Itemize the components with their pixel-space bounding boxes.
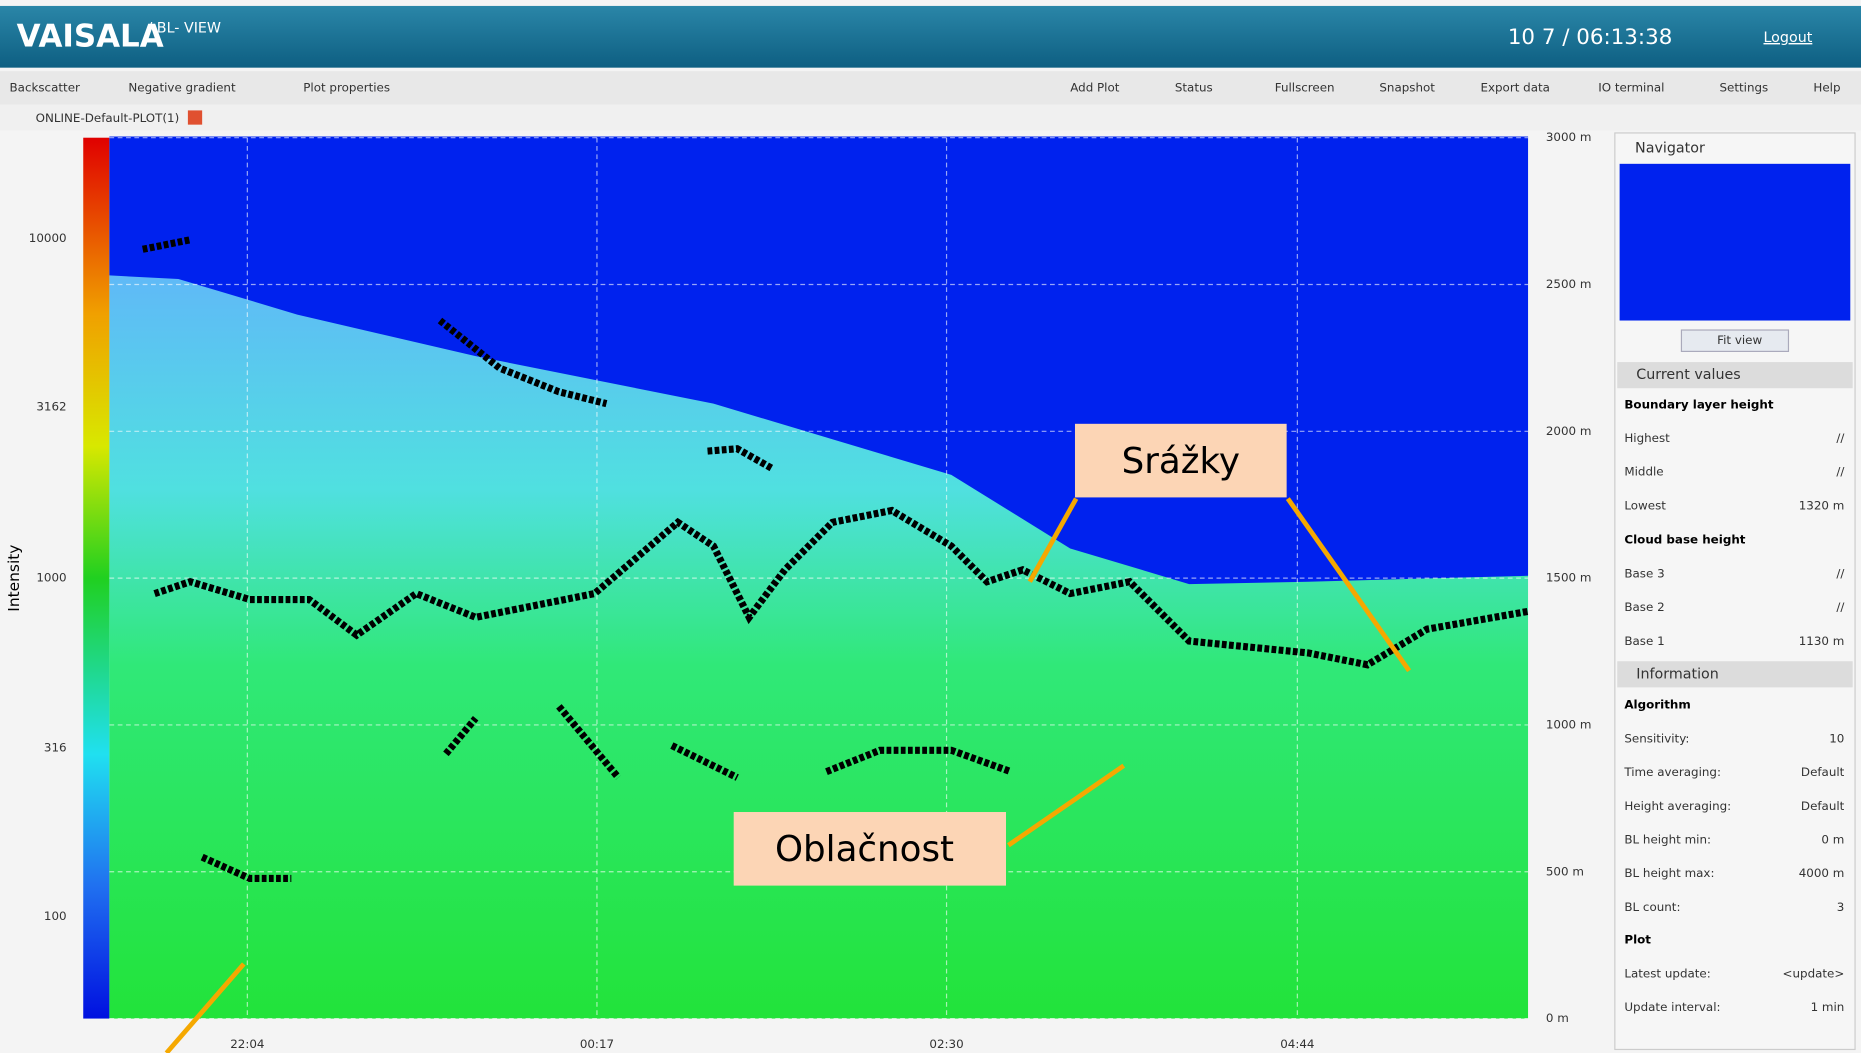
row-value: 1320 m bbox=[1799, 498, 1845, 512]
color-bar bbox=[83, 137, 110, 1019]
row-label: Base 3 bbox=[1624, 566, 1664, 580]
intensity-tick-label: 1000 bbox=[36, 571, 66, 585]
trace bbox=[556, 704, 622, 780]
row-value: 1130 m bbox=[1799, 634, 1845, 648]
toolbar-tab[interactable]: Negative gradient bbox=[128, 80, 236, 94]
product: / BL- VIEW bbox=[147, 20, 221, 36]
toolbar-button[interactable]: Snapshot bbox=[1379, 80, 1435, 94]
row-value: <update> bbox=[1783, 966, 1845, 980]
toolbar bbox=[0, 71, 1861, 105]
height-tick-label: 2000 m bbox=[1546, 424, 1592, 438]
row-value: 3 bbox=[1837, 900, 1845, 914]
row-label: Update interval: bbox=[1624, 1000, 1720, 1014]
time-tick-label: 00:17 bbox=[580, 1037, 614, 1051]
panel-heading: Navigator bbox=[1635, 140, 1705, 156]
height-tick-label: 2500 m bbox=[1546, 277, 1592, 291]
tab-strip bbox=[0, 104, 1861, 131]
toolbar-button[interactable]: IO terminal bbox=[1598, 80, 1664, 94]
row-value: 4000 m bbox=[1799, 866, 1845, 880]
row-label: Middle bbox=[1624, 465, 1663, 479]
fit-view-button[interactable] bbox=[1680, 329, 1790, 352]
logout[interactable]: Logout bbox=[1763, 30, 1812, 46]
panel-section bbox=[1617, 661, 1853, 688]
trace bbox=[825, 746, 1012, 775]
trace bbox=[153, 506, 1529, 669]
row-value: Default bbox=[1801, 799, 1845, 813]
toolbar-button[interactable]: Fullscreen bbox=[1275, 80, 1335, 94]
section-title: Boundary layer height bbox=[1624, 397, 1774, 411]
boundary-layer-traces bbox=[141, 236, 1529, 883]
close-tab[interactable] bbox=[187, 110, 203, 125]
arrows bbox=[164, 497, 1412, 1055]
row-label: Base 1 bbox=[1624, 634, 1664, 648]
intensity-tick-label: 3162 bbox=[36, 400, 66, 414]
height-tick-label: 1500 m bbox=[1546, 571, 1592, 585]
toolbar-button[interactable]: Status bbox=[1175, 80, 1213, 94]
toolbar-button[interactable]: Help bbox=[1813, 80, 1840, 94]
trace bbox=[443, 715, 479, 757]
navigator-view[interactable] bbox=[1619, 163, 1851, 321]
toolbar-button[interactable]: Add Plot bbox=[1070, 80, 1120, 94]
annotation: Oblačnost bbox=[775, 829, 954, 870]
row-value: // bbox=[1836, 465, 1844, 479]
toolbar-button[interactable]: Settings bbox=[1719, 80, 1768, 94]
time-tick-label: 22:04 bbox=[230, 1037, 264, 1051]
intensity-tick-label: 100 bbox=[44, 909, 67, 923]
row-label: Time averaging: bbox=[1623, 765, 1721, 779]
trace bbox=[707, 445, 775, 473]
row-label: Highest bbox=[1624, 431, 1670, 445]
row-label: BL height max: bbox=[1624, 866, 1714, 880]
height-tick-label: 0 m bbox=[1546, 1011, 1569, 1025]
row-label: Base 2 bbox=[1624, 600, 1664, 614]
row-label: BL count: bbox=[1624, 900, 1680, 914]
annotation: Srážky bbox=[1122, 441, 1240, 482]
trace bbox=[670, 742, 739, 781]
row-value: 1 min bbox=[1811, 1000, 1845, 1014]
fit-view-label: Fit view bbox=[1717, 333, 1762, 347]
time-tick-label: 04:44 bbox=[1280, 1037, 1314, 1051]
intensity-tick-label: 10000 bbox=[29, 231, 67, 245]
panel-section bbox=[1617, 362, 1853, 389]
trace bbox=[437, 317, 608, 408]
toolbar-tab[interactable]: Plot properties bbox=[303, 80, 390, 94]
plot-tab[interactable]: ONLINE-Default-PLOT(1) bbox=[36, 111, 180, 125]
intensity-tick-label: 316 bbox=[44, 740, 67, 754]
toolbar-button[interactable]: Export data bbox=[1480, 80, 1549, 94]
panel-heading: Current values bbox=[1636, 367, 1740, 383]
row-value: // bbox=[1836, 566, 1844, 580]
section-title: Cloud base height bbox=[1624, 533, 1745, 547]
annotation-box bbox=[733, 812, 1007, 886]
row-value: Default bbox=[1801, 765, 1845, 779]
row-label: Height averaging: bbox=[1624, 799, 1731, 813]
height-tick-label: 3000 m bbox=[1546, 130, 1592, 144]
row-label: Latest update: bbox=[1624, 966, 1710, 980]
trace bbox=[141, 236, 191, 253]
row-value: 0 m bbox=[1821, 833, 1844, 847]
section-title: Algorithm bbox=[1624, 698, 1690, 712]
y-axis-label: Intensity bbox=[5, 545, 23, 612]
row-value: // bbox=[1836, 600, 1844, 614]
row-value: // bbox=[1836, 431, 1844, 445]
height-tick-label: 500 m bbox=[1546, 864, 1584, 878]
trace bbox=[200, 853, 292, 883]
toolbar-tab[interactable]: Backscatter bbox=[10, 80, 80, 94]
annotation-box bbox=[1074, 423, 1287, 498]
time-tick-label: 02:30 bbox=[929, 1037, 963, 1051]
clock: 10 7 / 06:13:38 bbox=[1508, 25, 1673, 50]
row-label: Lowest bbox=[1624, 498, 1666, 512]
section-title: Plot bbox=[1624, 933, 1651, 947]
row-label: Sensitivity: bbox=[1624, 731, 1689, 745]
panel-heading: Information bbox=[1636, 666, 1719, 682]
height-tick-label: 1000 m bbox=[1546, 717, 1592, 731]
logo: VAISALA bbox=[17, 19, 164, 55]
row-value: 10 bbox=[1829, 731, 1844, 745]
row-label: BL height min: bbox=[1624, 833, 1711, 847]
header-bar bbox=[0, 5, 1861, 68]
